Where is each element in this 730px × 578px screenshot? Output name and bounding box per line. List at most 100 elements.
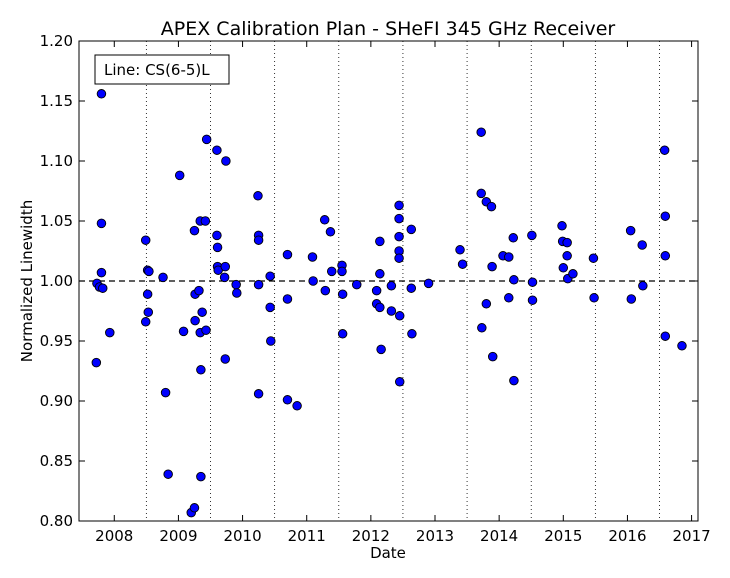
data-point <box>163 469 173 479</box>
data-point <box>326 266 337 277</box>
data-point <box>677 341 687 351</box>
data-point <box>308 276 318 286</box>
data-point <box>423 278 434 289</box>
data-point <box>160 387 171 398</box>
data-point <box>638 281 648 291</box>
data-point <box>196 471 206 482</box>
data-point <box>292 401 302 411</box>
data-points <box>91 89 687 518</box>
data-point <box>375 236 385 247</box>
data-point <box>477 323 487 333</box>
y-tick-label: 1.10 <box>40 152 73 170</box>
data-point <box>386 281 397 291</box>
y-tick-label: 1.05 <box>40 212 73 230</box>
data-point <box>143 307 154 317</box>
x-axis-label: Date <box>370 544 406 562</box>
data-point <box>307 252 318 262</box>
data-point <box>558 263 569 273</box>
x-tick-label: 2013 <box>416 527 454 545</box>
data-point <box>351 279 362 290</box>
legend-box <box>94 54 230 85</box>
data-point <box>660 211 671 221</box>
data-point <box>626 294 637 304</box>
y-tick-label: 0.95 <box>40 332 73 350</box>
data-point <box>486 201 497 212</box>
data-point <box>253 389 264 399</box>
x-axis-ticks: 2008 2009 2010 2011 2012 2013 2014 2015 2016 2017 <box>95 41 711 545</box>
data-point <box>394 213 404 224</box>
data-point <box>144 266 154 277</box>
data-point <box>253 191 263 201</box>
data-point <box>407 329 417 339</box>
legend-label: Line: CS(6-5)L <box>104 61 210 79</box>
data-point <box>212 230 222 241</box>
data-point <box>140 317 151 327</box>
data-point <box>659 145 670 155</box>
data-point <box>96 89 107 99</box>
data-point <box>386 306 397 316</box>
chart-title: APEX Calibration Plan - SHeFI 345 GHz Re… <box>161 18 616 40</box>
data-point <box>504 293 514 303</box>
data-point <box>189 503 200 513</box>
x-tick-label: 2014 <box>480 527 518 545</box>
data-point <box>375 302 385 313</box>
data-point <box>265 271 275 281</box>
data-point <box>508 233 519 243</box>
y-tick-label: 1.15 <box>40 92 73 110</box>
y-axis-label: Normalized Linewidth <box>18 200 36 362</box>
data-point <box>337 266 347 277</box>
data-point <box>232 288 242 298</box>
data-point <box>266 336 276 346</box>
data-point <box>375 269 385 279</box>
data-point <box>588 253 599 263</box>
data-point <box>196 365 206 375</box>
data-point <box>406 283 417 293</box>
data-point <box>97 283 108 293</box>
data-point <box>504 252 514 262</box>
data-point <box>96 218 107 229</box>
data-point <box>394 311 405 321</box>
legend: Line: CS(6-5)L <box>94 54 230 85</box>
data-point <box>476 188 486 199</box>
data-point <box>158 272 168 283</box>
y-tick-label: 0.80 <box>40 512 73 530</box>
x-tick-label: 2017 <box>672 527 710 545</box>
data-point <box>509 275 519 285</box>
data-point <box>197 307 207 317</box>
data-point <box>487 351 498 362</box>
data-point <box>142 289 153 299</box>
data-point <box>265 302 275 313</box>
data-point <box>406 224 417 235</box>
data-point <box>637 240 647 250</box>
x-tick-label: 2010 <box>223 527 261 545</box>
data-point <box>337 329 348 339</box>
data-point <box>189 225 200 236</box>
data-point <box>371 285 382 296</box>
data-point <box>96 267 107 278</box>
data-point <box>394 200 404 211</box>
data-point <box>487 261 497 272</box>
data-point <box>174 170 185 181</box>
data-point <box>660 331 671 341</box>
data-point <box>140 235 151 245</box>
data-point <box>481 299 492 309</box>
data-point <box>220 354 231 364</box>
data-point <box>625 225 636 236</box>
data-point <box>253 235 264 245</box>
data-point <box>394 231 404 242</box>
data-point <box>527 230 537 241</box>
data-point <box>200 216 211 226</box>
data-point <box>253 279 264 290</box>
data-point <box>220 261 231 272</box>
data-point <box>212 145 222 155</box>
data-point <box>194 285 204 296</box>
plot-frame <box>78 40 699 522</box>
data-point <box>660 251 671 261</box>
y-axis-ticks: 0.80 0.85 0.90 0.95 1.00 1.05 1.10 1.15 1.20 <box>40 32 698 530</box>
data-point <box>394 377 405 387</box>
x-tick-label: 2012 <box>352 527 390 545</box>
data-point <box>376 344 386 355</box>
x-tick-label: 2015 <box>544 527 582 545</box>
data-point <box>282 294 293 304</box>
